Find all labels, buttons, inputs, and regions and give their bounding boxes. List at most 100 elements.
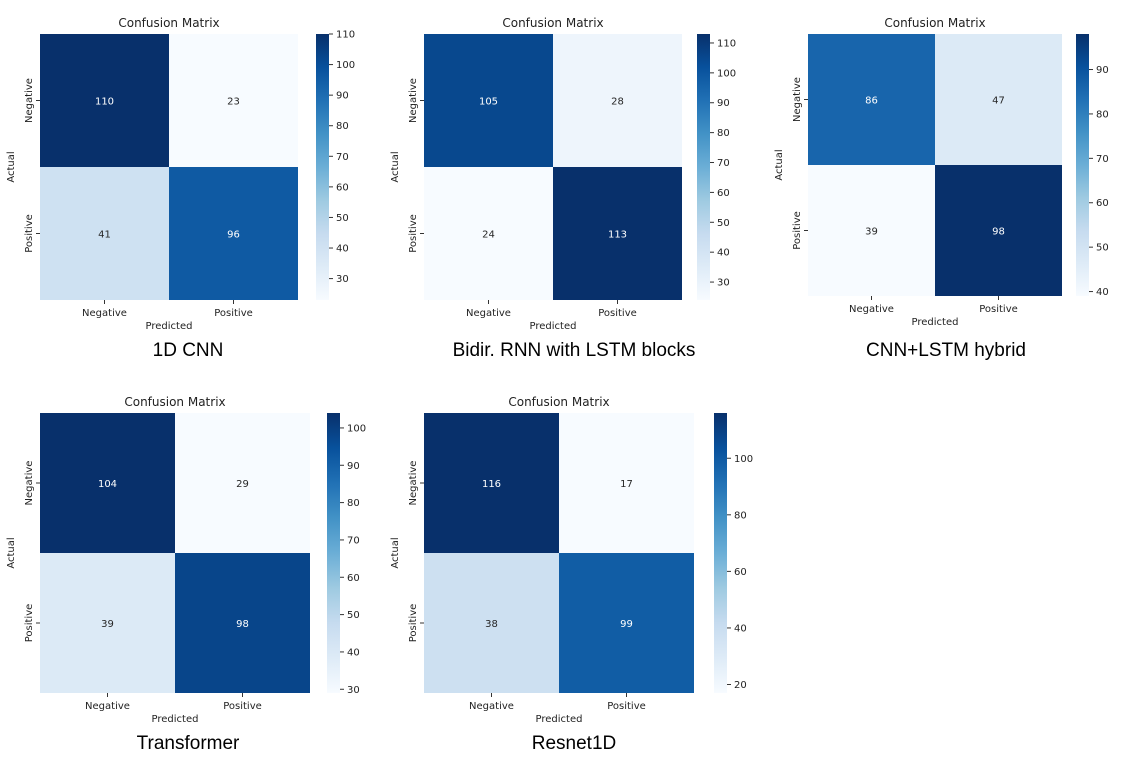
heatmap-cell — [169, 167, 298, 300]
x-axis-label: Predicted — [912, 317, 959, 328]
cell-value: 17 — [620, 479, 633, 490]
model-caption: 1D CNN — [152, 340, 224, 361]
x-tick-label: Positive — [979, 304, 1018, 315]
heatmap-cell — [40, 553, 175, 693]
heatmap-cell — [40, 413, 175, 553]
cell-value: 116 — [482, 479, 501, 490]
x-tick-label: Negative — [469, 701, 514, 712]
colorbar-tick-label: 40 — [734, 623, 747, 634]
cell-value: 86 — [865, 96, 878, 107]
colorbar-tick-label: 80 — [1096, 109, 1109, 120]
heatmap-cell — [559, 553, 694, 693]
colorbar-tick-label: 100 — [347, 423, 366, 434]
x-tick-label: Negative — [849, 304, 894, 315]
cell-value: 28 — [611, 97, 624, 108]
colorbar-tick-label: 30 — [717, 278, 730, 289]
x-axis-label: Predicted — [152, 714, 199, 725]
y-tick-label: Negative — [408, 78, 419, 123]
y-tick-label: Positive — [24, 214, 35, 253]
colorbar-tick-label: 90 — [347, 461, 360, 472]
y-axis-label: Actual — [6, 537, 17, 568]
colorbar-tick-label: 90 — [336, 91, 349, 102]
heatmap-cell — [553, 167, 682, 300]
chart-title: Confusion Matrix — [884, 16, 985, 30]
x-tick-label: Positive — [223, 701, 262, 712]
x-tick-label: Positive — [598, 308, 637, 319]
colorbar-tick-label: 80 — [336, 121, 349, 132]
confusion-matrix-resnet1d: Confusion Matrix 116 17 38 99 Negative Positiv… — [384, 388, 756, 733]
heatmap-cell — [40, 167, 169, 300]
x-tick-label: Positive — [607, 701, 646, 712]
colorbar-tick-label: 60 — [1096, 198, 1109, 209]
colorbar-tick-label: 110 — [336, 30, 355, 41]
heatmap-cell — [559, 413, 694, 553]
colorbar-tick-label: 30 — [336, 274, 349, 285]
heatmap-cell — [424, 34, 553, 167]
heatmap-cell — [553, 34, 682, 167]
y-tick-label: Negative — [24, 78, 35, 123]
colorbar-tick-label: 70 — [717, 158, 730, 169]
cell-value: 24 — [482, 230, 495, 241]
heatmap-cell — [175, 553, 310, 693]
colorbar — [697, 34, 710, 300]
colorbar — [714, 413, 727, 693]
colorbar-tick-label: 30 — [347, 685, 360, 696]
colorbar-tick-label: 90 — [1096, 65, 1109, 76]
heatmap-chart: Confusion Matrix 110 23 41 96 Negative Positiv… — [6, 16, 355, 332]
colorbar-tick-label: 80 — [347, 498, 360, 509]
heatmap-cell — [424, 413, 559, 553]
cell-value: 29 — [236, 479, 249, 490]
colorbar-tick-label: 40 — [1096, 287, 1109, 298]
colorbar-tick-label: 100 — [734, 454, 753, 465]
confusion-matrix-1d-cnn: Confusion Matrix 110 23 41 96 Negative Positiv… — [0, 10, 372, 335]
confusion-matrix-cnn-lstm: Confusion Matrix 86 47 39 98 Negative Positive… — [768, 10, 1123, 335]
chart-title: Confusion Matrix — [502, 16, 603, 30]
y-tick-label: Negative — [24, 461, 35, 506]
x-tick-label: Negative — [82, 308, 127, 319]
confusion-matrix-transformer: Confusion Matrix 104 29 39 98 Negative Positiv… — [0, 388, 372, 733]
heatmap-cell — [935, 165, 1062, 296]
colorbar-tick-label: 40 — [336, 244, 349, 255]
heatmap-cell — [40, 34, 169, 167]
colorbar — [327, 413, 340, 693]
y-tick-label: Positive — [24, 604, 35, 643]
x-axis-label: Predicted — [146, 321, 193, 332]
cell-value: 113 — [608, 230, 627, 241]
heatmap-cell — [424, 553, 559, 693]
cell-value: 105 — [479, 97, 498, 108]
cell-value: 96 — [227, 230, 240, 241]
colorbar-tick-label: 40 — [717, 248, 730, 259]
colorbar-tick-label: 70 — [1096, 154, 1109, 165]
chart-title: Confusion Matrix — [124, 395, 225, 409]
colorbar-tick-label: 100 — [717, 68, 736, 79]
cell-value: 110 — [95, 97, 114, 108]
y-tick-label: Negative — [792, 77, 803, 122]
y-axis-label: Actual — [774, 149, 785, 180]
heatmap-cell — [808, 34, 935, 165]
colorbar-tick-label: 60 — [336, 182, 349, 193]
colorbar-tick-label: 60 — [734, 567, 747, 578]
heatmap-cell — [935, 34, 1062, 165]
colorbar-tick-label: 70 — [336, 152, 349, 163]
colorbar-tick-label: 80 — [734, 510, 747, 521]
cell-value: 39 — [101, 619, 114, 630]
colorbar — [1076, 34, 1089, 296]
colorbar-tick-label: 50 — [336, 213, 349, 224]
cell-value: 98 — [236, 619, 249, 630]
x-axis-label: Predicted — [530, 321, 577, 332]
colorbar-tick-label: 40 — [347, 647, 360, 658]
y-axis-label: Actual — [390, 537, 401, 568]
colorbar-tick-label: 60 — [347, 573, 360, 584]
cell-value: 104 — [98, 479, 117, 490]
cell-value: 23 — [227, 97, 240, 108]
cell-value: 38 — [485, 619, 498, 630]
colorbar-tick-label: 100 — [336, 60, 355, 71]
colorbar-tick-label: 50 — [347, 610, 360, 621]
cell-value: 99 — [620, 619, 633, 630]
heatmap-chart: Confusion Matrix 105 28 24 113 Negative Positi… — [390, 16, 736, 332]
colorbar-tick-label: 50 — [1096, 243, 1109, 254]
x-tick-label: Negative — [85, 701, 130, 712]
cell-value: 98 — [992, 227, 1005, 238]
model-caption: Bidir. RNN with LSTM blocks — [452, 340, 696, 361]
cell-value: 47 — [992, 96, 1005, 107]
